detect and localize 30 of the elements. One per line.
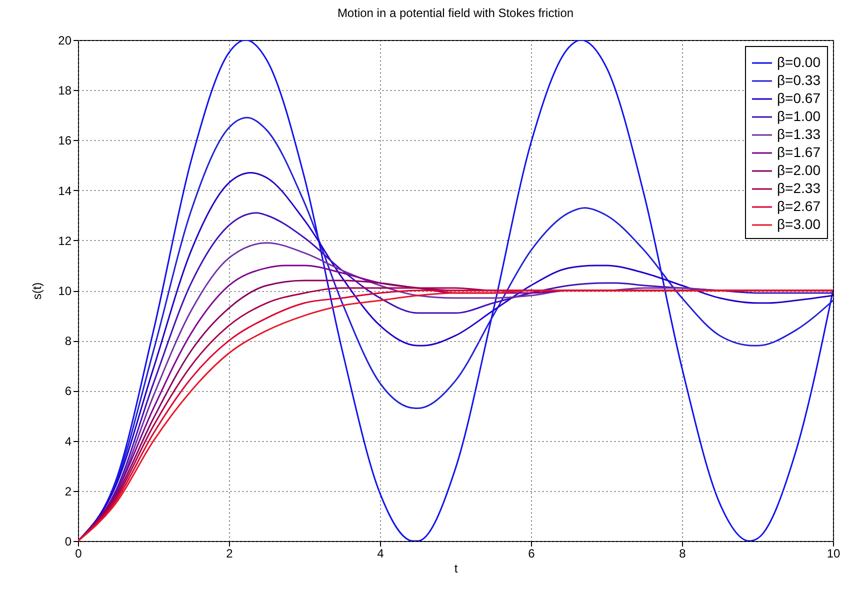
legend-label: β=0.33 xyxy=(777,72,821,88)
legend-label: β=3.00 xyxy=(777,216,821,232)
y-tick-label: 18 xyxy=(58,84,72,98)
x-tick-label: 8 xyxy=(679,546,686,560)
x-tick-label: 0 xyxy=(75,546,82,560)
y-axis-title: s(t) xyxy=(30,282,44,300)
legend-label: β=0.00 xyxy=(777,54,821,70)
y-tick-label: 12 xyxy=(58,234,72,248)
x-axis-title: t xyxy=(454,562,458,576)
chart-title: Motion in a potential field with Stokes friction xyxy=(337,6,574,20)
x-tick-label: 4 xyxy=(377,546,384,560)
x-tick-label: 6 xyxy=(528,546,536,560)
legend-label: β=1.33 xyxy=(777,126,821,142)
y-tick-label: 4 xyxy=(64,434,72,448)
x-tick-label: 2 xyxy=(226,546,234,560)
y-tick-label: 2 xyxy=(64,484,72,498)
y-tick-label: 16 xyxy=(58,134,72,148)
legend-label: β=2.67 xyxy=(777,198,821,214)
x-tick-label: 10 xyxy=(826,546,840,560)
y-tick-label: 6 xyxy=(64,384,72,398)
legend-label: β=2.00 xyxy=(777,162,821,178)
y-tick-label: 20 xyxy=(58,34,72,48)
y-tick-label: 0 xyxy=(64,534,72,548)
y-tick-label: 14 xyxy=(58,184,72,198)
y-tick-label: 10 xyxy=(58,284,72,298)
legend-label: β=0.67 xyxy=(777,90,821,106)
legend-label: β=1.67 xyxy=(777,144,821,160)
y-tick-label: 8 xyxy=(64,334,72,348)
legend-label: β=2.33 xyxy=(777,180,821,196)
legend-label: β=1.00 xyxy=(777,108,821,124)
